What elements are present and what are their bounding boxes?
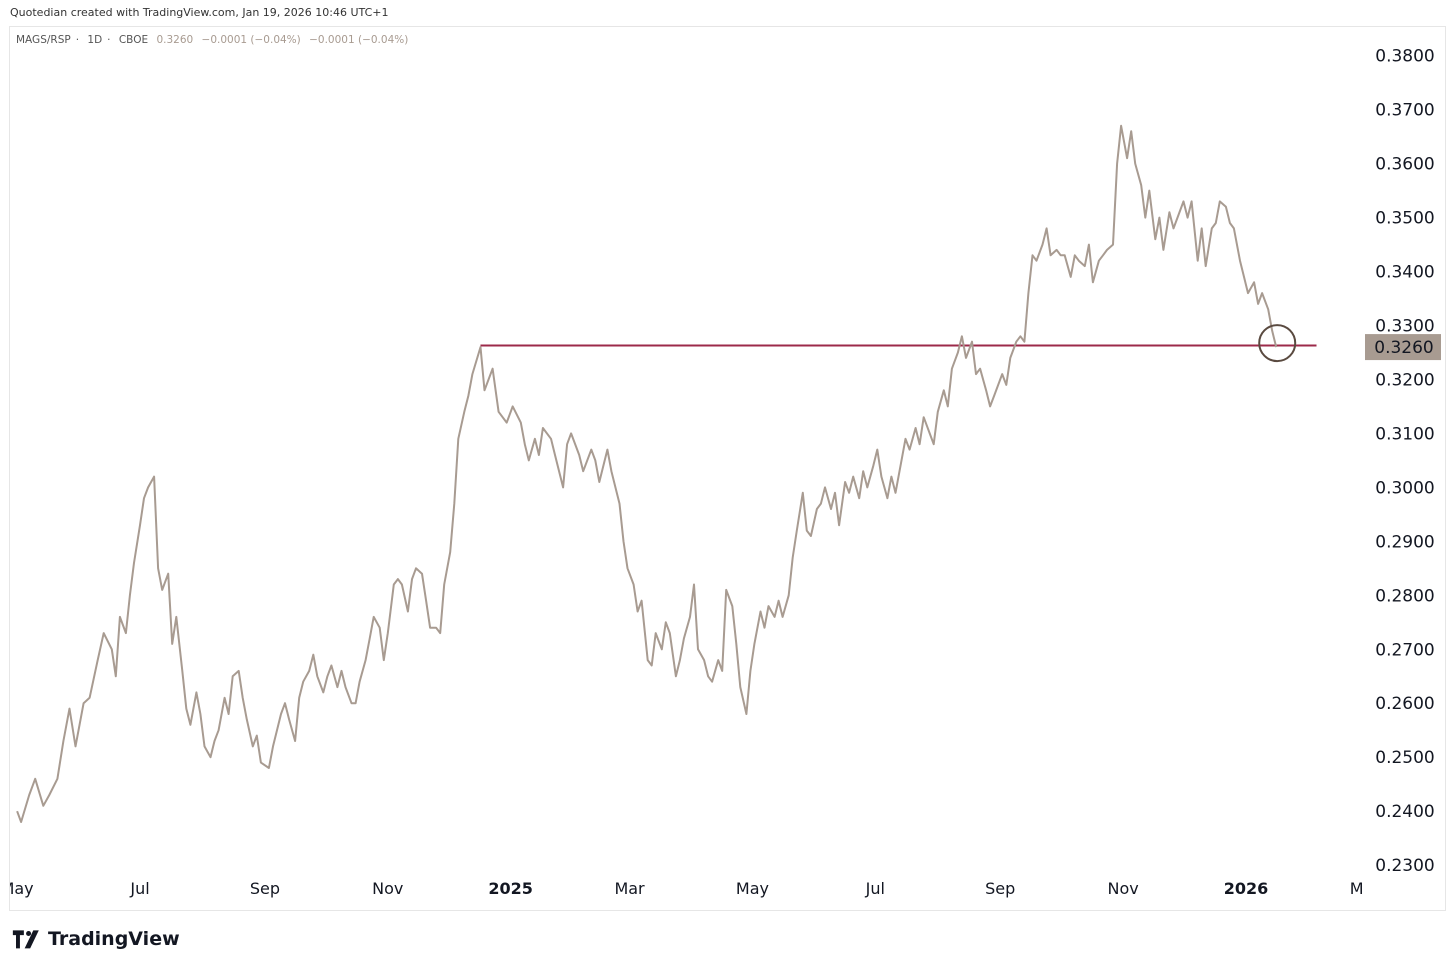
series-group (16, 124, 1278, 823)
y-tick-label: 0.2600 (1375, 694, 1434, 714)
x-tick-label: Mar (1350, 879, 1381, 898)
legend-change: −0.0001 (−0.04%) (201, 34, 301, 46)
y-tick-label: 0.3000 (1375, 478, 1434, 498)
x-tick-label: Nov (372, 879, 403, 898)
y-tick-label: 0.3500 (1375, 209, 1434, 229)
x-tick-label: Jul (865, 879, 885, 898)
legend-exchange: CBOE (118, 34, 149, 46)
series-line (16, 124, 1278, 823)
symbol-legend: MAGS/RSP · 1D · CBOE 0.3260 −0.0001 (−0.04… (16, 34, 409, 46)
x-tick-label: Sep (985, 879, 1015, 898)
y-tick-label: 0.3600 (1375, 155, 1434, 175)
y-tick-label: 0.3800 (1375, 47, 1434, 67)
marker-group: 0.3260 (1258, 324, 1441, 363)
x-axis: May Jul Sep Nov 2025 Mar May Jul Sep Nov 2026 Mar (1, 879, 1381, 898)
x-tick-label: May (736, 879, 769, 898)
y-tick-label: 0.2900 (1375, 532, 1434, 552)
brand-name: TradingView (48, 928, 180, 950)
y-axis: 0.38000.37000.36000.35000.34000.33000.32… (1375, 47, 1434, 876)
y-tick-label: 0.3100 (1375, 424, 1434, 444)
y-tick-label: 0.2500 (1375, 748, 1434, 768)
y-tick-label: 0.2800 (1375, 586, 1434, 606)
x-tick-label: Mar (614, 879, 645, 898)
y-tick-label: 0.3300 (1375, 316, 1434, 336)
last-value-label: 0.3260 (1374, 338, 1433, 358)
y-tick-label: 0.2300 (1375, 856, 1434, 876)
legend-value: 0.3260 (156, 34, 194, 46)
highlight-circle (1258, 324, 1297, 363)
y-tick-label: 0.2700 (1375, 640, 1434, 660)
x-tick-label: Jul (129, 879, 149, 898)
x-tick-label: Nov (1107, 879, 1138, 898)
chart-frame (9, 26, 1446, 911)
x-tick-label: 2025 (488, 879, 533, 898)
last-value-label-bg (1365, 334, 1441, 361)
tradingview-logo-icon (12, 930, 39, 949)
x-tick-label: Sep (250, 879, 280, 898)
y-tick-label: 0.3400 (1375, 263, 1434, 283)
x-tick-label: 2026 (1224, 879, 1269, 898)
x-tick-label: May (1, 879, 34, 898)
chart-attribution: Quotedian created with TradingView.com, … (10, 6, 389, 19)
legend-symbol[interactable]: MAGS/RSP (16, 34, 71, 46)
y-tick-label: 0.3700 (1375, 101, 1434, 121)
y-tick-label: 0.3200 (1375, 370, 1434, 390)
tradingview-logo: TradingView (12, 928, 180, 950)
legend-change-2: −0.0001 (−0.04%) (309, 34, 409, 46)
legend-interval: 1D (87, 34, 103, 46)
y-tick-label: 0.2400 (1375, 802, 1434, 822)
